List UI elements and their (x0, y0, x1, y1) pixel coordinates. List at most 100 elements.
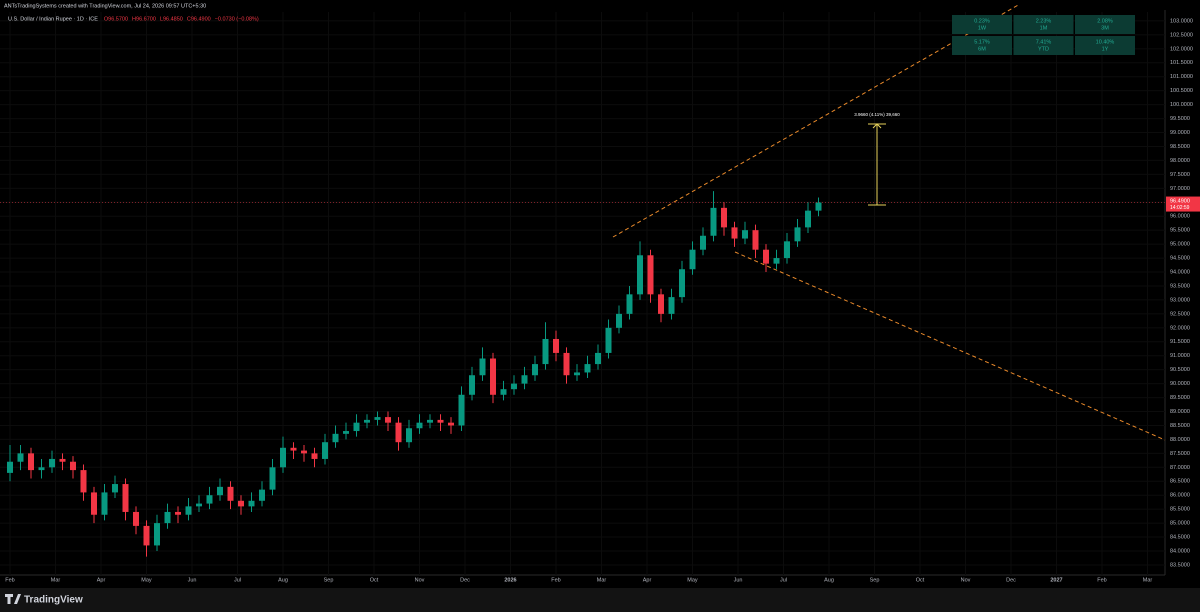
header: ANTsTradingSystems created with TradingV… (4, 3, 206, 9)
x-tick-label: Sep (324, 577, 334, 583)
ohlc-value: L96.4850 (160, 16, 183, 22)
candle-body (91, 492, 97, 515)
x-tick-label: 2026 (504, 577, 516, 583)
performance-change: 5.17% (974, 39, 990, 45)
x-tick-label: Oct (916, 577, 925, 583)
y-tick-label: 92.0000 (1170, 325, 1190, 331)
candle-body (584, 364, 591, 373)
tradingview-logo: TradingView (5, 594, 83, 606)
last-price-label: 96.4900 (1170, 199, 1190, 205)
footer-bar (0, 588, 1200, 612)
candle-body (742, 230, 748, 239)
candle-body (668, 297, 675, 314)
x-tick-label: Feb (551, 577, 560, 583)
performance-cell (952, 15, 1012, 34)
ohlc-value: −0.0730 (−0.08%) (215, 16, 259, 22)
candle-body (269, 467, 276, 490)
y-tick-label: 89.0000 (1170, 409, 1190, 415)
candle-body (280, 447, 286, 468)
candle-body (7, 461, 13, 473)
x-tick-label: Feb (5, 577, 14, 583)
y-tick-label: 86.0000 (1170, 493, 1190, 499)
chart-title: U.S. Dollar / Indian Rupee · 1D · ICE (8, 16, 98, 22)
y-tick-label: 90.5000 (1170, 367, 1190, 373)
x-tick-label: Apr (643, 577, 652, 583)
performance-cell (1075, 15, 1135, 34)
performance-change: 2.23% (1036, 18, 1052, 24)
candle-body (185, 506, 192, 515)
x-tick-label: Dec (1006, 577, 1016, 583)
candle-body (406, 428, 412, 443)
footer-brand: TradingView (24, 595, 83, 606)
candle-body (38, 467, 45, 471)
y-tick-label: 96.0000 (1170, 214, 1190, 220)
candle-body (616, 313, 622, 328)
y-tick-label: 98.0000 (1170, 158, 1190, 164)
y-tick-label: 101.5000 (1170, 60, 1193, 66)
candle-body (553, 338, 559, 353)
x-tick-label: Jul (234, 577, 241, 583)
candle-body (815, 202, 822, 211)
countdown: 14:02:59 (1170, 205, 1190, 211)
ohlc-value: H96.6700 (132, 16, 156, 22)
y-tick-label: 89.5000 (1170, 395, 1190, 401)
candle-body (658, 294, 664, 314)
y-tick-label: 85.5000 (1170, 507, 1190, 513)
y-tick-label: 91.0000 (1170, 353, 1190, 359)
candle-body (752, 230, 759, 250)
candle-body (563, 352, 570, 376)
x-tick-label: 2027 (1050, 577, 1062, 583)
x-tick-label: Oct (370, 577, 379, 583)
performance-cell (952, 36, 1012, 55)
candle-body (343, 431, 349, 434)
y-tick-label: 97.0000 (1170, 186, 1190, 192)
candle-body (689, 249, 696, 270)
performance-period: YTD (1038, 46, 1049, 52)
x-tick-label: May (141, 577, 152, 583)
y-tick-label: 88.5000 (1170, 423, 1190, 429)
lower-trendline (734, 251, 1166, 441)
x-tick-label: Aug (278, 577, 288, 583)
candle-body (353, 422, 360, 432)
performance-period: 1W (978, 25, 987, 31)
y-tick-label: 83.5000 (1170, 562, 1190, 568)
candle-body (542, 338, 549, 365)
candle-body (332, 433, 339, 443)
candle-body (122, 484, 129, 512)
performance-change: 2.08% (1097, 18, 1113, 24)
y-tick-label: 102.5000 (1170, 32, 1193, 38)
candle-body (479, 358, 486, 376)
last-price-box (1166, 196, 1200, 212)
y-tick-label: 103.0000 (1170, 18, 1193, 24)
candle-body (70, 461, 76, 471)
measure-label: 3.9660 (4.11%) 39,660 (854, 112, 900, 117)
performance-period: 1Y (1102, 46, 1109, 52)
performance-period: 3M (1101, 25, 1109, 31)
candle-body (511, 383, 517, 390)
candle-body (626, 294, 633, 314)
candle-body (427, 419, 433, 423)
candles (7, 191, 822, 557)
candle-body (448, 422, 454, 426)
candle-body (248, 500, 255, 507)
candle-body (374, 417, 381, 420)
y-tick-label: 94.0000 (1170, 269, 1190, 275)
candle-body (416, 422, 423, 429)
y-tick-label: 101.0000 (1170, 74, 1193, 80)
upper-trendline (612, 3, 1021, 238)
candle-body (196, 503, 202, 507)
y-tick-label: 93.5000 (1170, 283, 1190, 289)
ohlc-value: C96.4900 (187, 16, 211, 22)
candle-body (364, 419, 370, 423)
candle-body (385, 417, 391, 423)
y-tick-label: 84.0000 (1170, 548, 1190, 554)
price-axis: 83.5000 84.0000 84.5000 85.0000 85.5000 86.00… (1170, 18, 1193, 568)
candle-body (217, 486, 223, 496)
grid (0, 12, 1165, 575)
y-tick-label: 86.5000 (1170, 479, 1190, 485)
y-tick-label: 98.5000 (1170, 144, 1190, 150)
candle-body (112, 484, 118, 493)
y-tick-label: 90.0000 (1170, 381, 1190, 387)
